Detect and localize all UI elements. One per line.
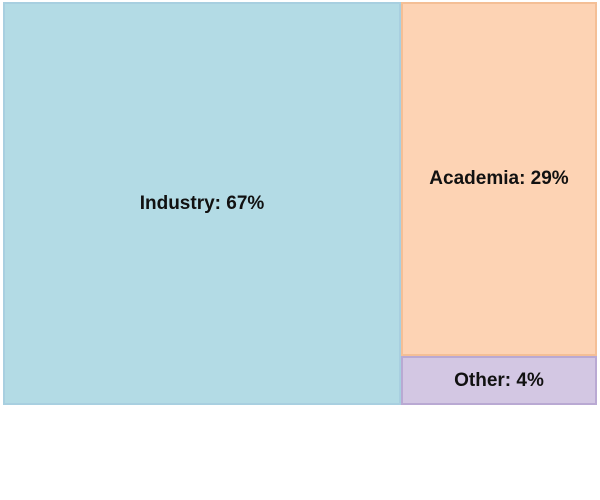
- treemap-chart: Industry: 67% Academia: 29% Other: 4%: [3, 2, 597, 405]
- tile-academia: Academia: 29%: [401, 2, 597, 356]
- tile-label-industry: Industry: 67%: [139, 192, 265, 214]
- tile-other: Other: 4%: [401, 356, 597, 405]
- tile-label-other: Other: 4%: [454, 369, 544, 391]
- tile-label-academia: Academia: 29%: [429, 168, 569, 189]
- tile-industry: Industry: 67%: [3, 2, 401, 405]
